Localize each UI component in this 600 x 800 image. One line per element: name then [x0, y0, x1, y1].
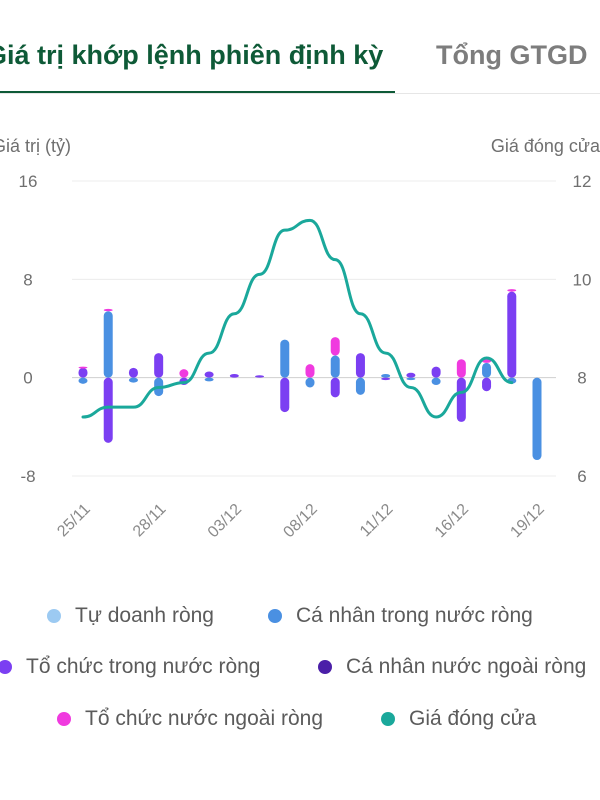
- bar-to_chuc_trong_nuoc: [128, 367, 138, 378]
- legend-label: Cá nhân nước ngoài ròng: [346, 655, 587, 678]
- y-left-tick-label: 8: [23, 270, 32, 289]
- bar-to_chuc_trong_nuoc: [255, 375, 265, 378]
- bar-to_chuc_nuoc_ngoai: [305, 364, 315, 378]
- bar-to_chuc_trong_nuoc: [78, 367, 88, 378]
- legend-item-ca_nhan_trong_nuoc[interactable]: Cá nhân trong nước ròng: [268, 604, 533, 628]
- legend: Tự doanh ròng Cá nhân trong nước ròng Tổ c…: [0, 590, 600, 740]
- bar-ca_nhan_trong_nuoc: [204, 377, 214, 382]
- legend-label: Cá nhân trong nước ròng: [296, 604, 533, 627]
- x-tick-label: 25/11: [54, 501, 94, 541]
- y-right-tick-label: 8: [577, 369, 586, 388]
- bar-ca_nhan_trong_nuoc: [381, 373, 391, 378]
- y-left-tick-label: 0: [23, 369, 32, 388]
- bar-to_chuc_trong_nuoc: [330, 377, 340, 398]
- bar-to_chuc_nuoc_ngoai: [78, 366, 88, 369]
- tab-tong-gtgd[interactable]: Tổng GTGD: [436, 40, 588, 70]
- tab-divider: [0, 93, 600, 94]
- bar-to_chuc_trong_nuoc: [381, 377, 391, 381]
- tab-gia-tri-khop-lenh[interactable]: Giá trị khớp lệnh phiên định kỳ: [0, 40, 384, 70]
- bar-to_chuc_nuoc_ngoai: [507, 289, 517, 292]
- y-left-tick-label: -8: [20, 467, 35, 486]
- bar-ca_nhan_trong_nuoc: [103, 311, 113, 378]
- bar-ca_nhan_trong_nuoc: [482, 362, 492, 378]
- legend-label: Tổ chức nước ngoài ròng: [85, 707, 324, 730]
- legend-dot-icon: [57, 712, 71, 726]
- x-tick-label: 28/11: [130, 501, 170, 541]
- legend-dot-icon: [268, 609, 282, 623]
- bar-to_chuc_trong_nuoc: [406, 372, 416, 378]
- bar-ca_nhan_trong_nuoc: [128, 377, 138, 383]
- bar-to_chuc_trong_nuoc: [431, 366, 441, 378]
- bar-to_chuc_trong_nuoc: [154, 353, 164, 378]
- bar-to_chuc_trong_nuoc: [103, 377, 113, 443]
- legend-item-tu_doanh[interactable]: Tự doanh ròng: [47, 604, 214, 628]
- bar-to_chuc_nuoc_ngoai: [103, 308, 113, 312]
- legend-item-ca_nhan_nuoc_ngoai[interactable]: Cá nhân nước ngoài ròng: [318, 655, 586, 679]
- bar-to_chuc_nuoc_ngoai: [456, 359, 466, 378]
- bar-to_chuc_trong_nuoc: [355, 353, 365, 378]
- legend-item-to_chuc_nuoc_ngoai[interactable]: Tổ chức nước ngoài ròng: [57, 707, 323, 731]
- x-tick-label: 19/12: [507, 501, 547, 541]
- active-tab-indicator: [0, 91, 395, 93]
- bar-ca_nhan_trong_nuoc: [280, 339, 290, 378]
- bar-ca_nhan_trong_nuoc: [355, 377, 365, 395]
- bar-to_chuc_trong_nuoc: [456, 377, 466, 422]
- bar-to_chuc_trong_nuoc: [280, 377, 290, 413]
- legend-dot-icon: [381, 712, 395, 726]
- bar-to_chuc_nuoc_ngoai: [179, 369, 189, 378]
- x-tick-label: 11/12: [357, 501, 397, 541]
- tab-bar: Giá trị khớp lệnh phiên định kỳ Tổng GTG…: [0, 0, 600, 96]
- y-right-tick-label: 12: [573, 172, 592, 191]
- bar-to_chuc_nuoc_ngoai: [482, 359, 492, 363]
- bar-to_chuc_trong_nuoc: [507, 291, 517, 378]
- x-tick-label: 08/12: [280, 501, 320, 541]
- bar-ca_nhan_trong_nuoc: [431, 377, 441, 386]
- line-gia-dong-cua: [81, 218, 514, 419]
- legend-label: Tự doanh ròng: [75, 604, 214, 627]
- y-axis-left-title: Giá trị (tỷ): [0, 136, 71, 156]
- legend-dot-icon: [318, 660, 332, 674]
- legend-dot-icon: [0, 660, 12, 674]
- bar-ca_nhan_trong_nuoc: [330, 355, 340, 378]
- bar-ca_nhan_trong_nuoc: [305, 377, 315, 388]
- x-tick-label: 03/12: [205, 501, 245, 541]
- bar-to_chuc_nuoc_ngoai: [330, 337, 340, 356]
- y-axis-right-title: Giá đóng cửa: [490, 136, 600, 156]
- y-right-tick-label: 6: [577, 467, 586, 486]
- legend-label: Giá đóng cửa: [409, 707, 537, 730]
- legend-item-gia_dong_cua[interactable]: Giá đóng cửa: [381, 707, 536, 731]
- y-left-tick-label: 16: [19, 172, 38, 191]
- bar-ca_nhan_trong_nuoc: [532, 377, 542, 461]
- bar-to_chuc_trong_nuoc: [229, 373, 239, 378]
- bar-ca_nhan_trong_nuoc: [78, 377, 88, 384]
- chart: 16 8 0 -8 12 10 8 6 25/11 28/11 03/12 08/12 11/12 16/…: [19, 172, 592, 541]
- legend-dot-icon: [47, 609, 61, 623]
- bar-to_chuc_trong_nuoc: [204, 371, 214, 378]
- legend-label: Tổ chức trong nước ròng: [26, 655, 261, 678]
- bar-to_chuc_trong_nuoc: [482, 377, 492, 392]
- legend-item-to_chuc_trong_nuoc[interactable]: Tổ chức trong nước ròng: [0, 655, 261, 679]
- y-right-tick-label: 10: [573, 270, 592, 289]
- bar-ca_nhan_trong_nuoc: [406, 377, 416, 381]
- x-tick-label: 16/12: [432, 501, 472, 541]
